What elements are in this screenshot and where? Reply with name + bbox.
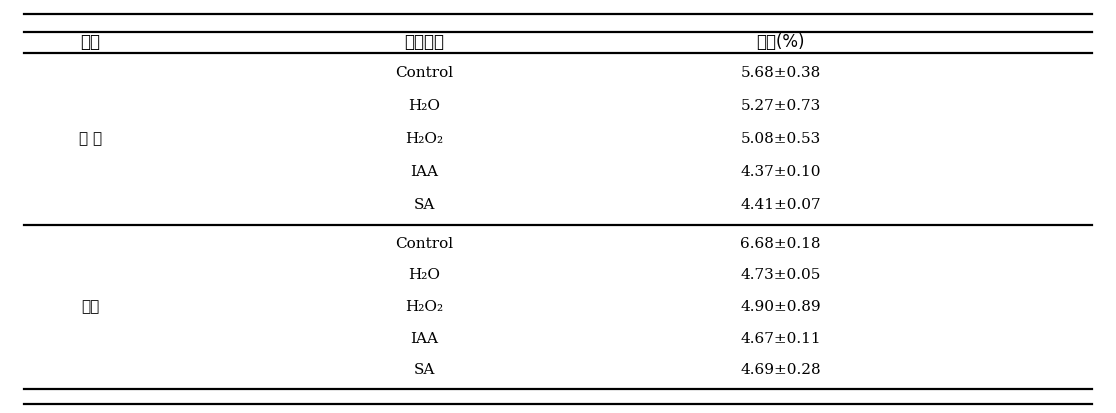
Text: H₂O: H₂O (408, 268, 441, 282)
Text: SA: SA (414, 363, 435, 377)
Text: 4.69±0.28: 4.69±0.28 (740, 363, 821, 377)
Text: IAA: IAA (411, 165, 439, 179)
Text: 4.90±0.89: 4.90±0.89 (740, 300, 821, 314)
Text: 4.73±0.05: 4.73±0.05 (740, 268, 821, 282)
Text: 5.08±0.53: 5.08±0.53 (741, 132, 820, 146)
Text: 5.68±0.38: 5.68±0.38 (741, 66, 820, 80)
Text: 품종: 품종 (80, 33, 100, 51)
Text: 금옥: 금옥 (81, 299, 99, 315)
Text: 발아처리: 발아처리 (404, 33, 444, 51)
Text: Control: Control (395, 66, 453, 80)
Text: H₂O₂: H₂O₂ (405, 300, 443, 314)
Text: 4.41±0.07: 4.41±0.07 (740, 198, 821, 212)
Text: 6.68±0.18: 6.68±0.18 (740, 237, 821, 251)
Text: SA: SA (414, 198, 435, 212)
Text: Control: Control (395, 237, 453, 251)
Text: 4.67±0.11: 4.67±0.11 (740, 332, 821, 346)
Text: 수율(%): 수율(%) (757, 33, 805, 51)
Text: IAA: IAA (411, 332, 439, 346)
Text: 5.27±0.73: 5.27±0.73 (741, 99, 820, 113)
Text: H₂O: H₂O (408, 99, 441, 113)
Text: 건 맰: 건 맰 (79, 131, 102, 146)
Text: H₂O₂: H₂O₂ (405, 132, 443, 146)
Text: 4.37±0.10: 4.37±0.10 (740, 165, 821, 179)
